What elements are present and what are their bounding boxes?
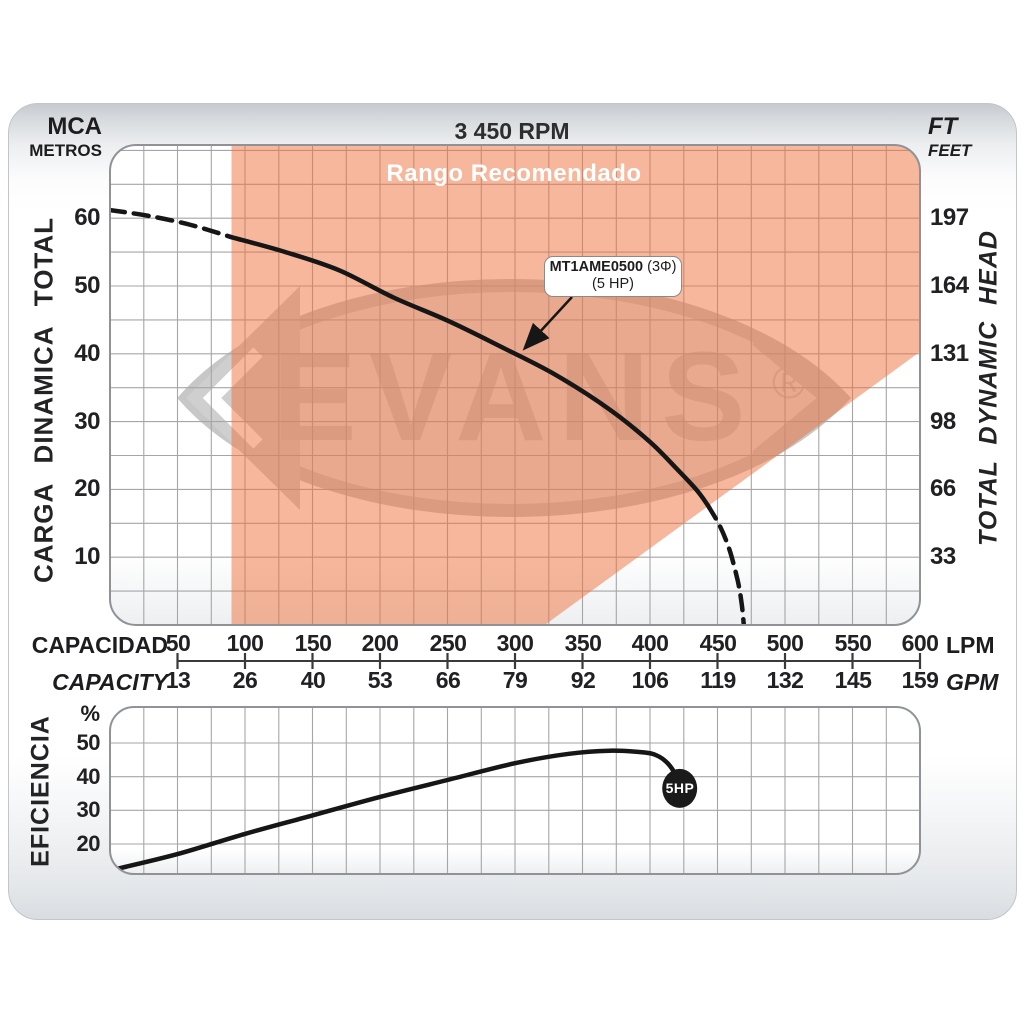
pump-model-callout: MT1AME0500 (3Φ) (5 HP) (544, 256, 682, 297)
right-axis-unit-feet: FEET (928, 141, 972, 160)
efficiency-curve (113, 748, 682, 872)
capacity-gpm-tick-label: 26 (232, 667, 258, 693)
capacity-gpm-tick-label: 79 (502, 667, 528, 693)
capacity-gpm-tick-label: 145 (834, 667, 872, 693)
rpm-title: 3 450 RPM (454, 118, 570, 144)
recommended-range-label: Rango Recomendado (386, 160, 642, 187)
left-axis-unit-metros: METROS (29, 141, 102, 160)
pump-model-number: MT1AME0500 (549, 259, 644, 275)
capacity-axis-label-es: CAPACIDAD (31, 632, 168, 658)
capacity-lpm-tick-label: 300 (496, 630, 534, 656)
capacity-lpm-tick-label: 350 (564, 630, 602, 656)
efficiency-tick-label: 40 (76, 764, 101, 789)
head-right-tick-label: 197 (930, 204, 969, 231)
efficiency-axis-unit-percent: % (80, 701, 100, 726)
capacity-lpm-tick-label: 550 (834, 630, 872, 656)
capacity-axis-unit-lpm: LPM (946, 632, 995, 658)
pump-model-line: MT1AME0500 (3Φ) (545, 259, 681, 276)
capacity-axis-ruler (176, 653, 922, 669)
head-left-tick-label: 30 (74, 408, 100, 435)
efficiency-plot-border (109, 706, 921, 875)
head-left-tick-label: 10 (74, 543, 100, 570)
capacity-lpm-tick-label: 50 (165, 630, 191, 656)
head-left-tick-label: 50 (74, 272, 100, 299)
head-curve-solid (229, 234, 711, 508)
capacity-gpm-tick-label: 132 (766, 667, 804, 693)
capacity-gpm-tick-label: 13 (165, 667, 191, 693)
capacity-lpm-tick-label: 400 (631, 630, 669, 656)
head-right-tick-label: 164 (930, 272, 969, 299)
left-axis-unit-mca: MCA (47, 113, 102, 140)
head-plot-border (109, 144, 921, 626)
pump-phase: (3Φ) (647, 259, 677, 275)
pump-label-leader-arrow (522, 296, 573, 351)
efficiency-endpoint-marker (662, 768, 698, 808)
capacity-gpm-tick-label: 40 (300, 667, 326, 693)
capacity-gpm-tick-label: 53 (367, 667, 393, 693)
capacity-axis-label-en: CAPACITY (52, 669, 168, 695)
efficiency-tick-label: 50 (76, 730, 101, 755)
capacity-lpm-tick-label: 200 (361, 630, 399, 656)
efficiency-tick-label: 20 (76, 831, 101, 856)
head-right-tick-label: 66 (930, 475, 956, 502)
head-curve-dashed-right (705, 503, 747, 625)
capacity-gpm-tick-label: 119 (700, 667, 736, 693)
capacity-lpm-tick-label: 500 (766, 630, 804, 656)
capacity-lpm-tick-label: 250 (429, 630, 467, 656)
head-left-tick-label: 40 (74, 340, 100, 367)
capacity-gpm-tick-label: 159 (901, 667, 939, 693)
capacity-gpm-tick-label: 106 (631, 667, 669, 693)
capacity-gpm-tick-label: 92 (570, 667, 596, 693)
capacity-lpm-tick-label: 100 (226, 630, 264, 656)
pump-power: (5 HP) (592, 276, 634, 292)
capacity-lpm-tick-label: 600 (901, 630, 939, 656)
head-left-tick-label: 20 (74, 475, 100, 502)
right-axis-unit-ft: FT (928, 113, 958, 140)
efficiency-tick-label: 30 (76, 797, 101, 822)
capacity-lpm-tick-label: 450 (699, 630, 737, 656)
head-right-tick-label: 98 (930, 408, 956, 435)
capacity-lpm-tick-label: 150 (294, 630, 332, 656)
head-right-tick-label: 131 (930, 340, 969, 367)
capacity-axis-unit-gpm: GPM (946, 669, 999, 695)
head-curve-dashed-left (110, 207, 234, 240)
capacity-gpm-tick-label: 66 (435, 667, 461, 693)
head-left-tick-label: 60 (74, 204, 100, 231)
head-right-tick-label: 33 (930, 543, 956, 570)
efficiency-endpoint-marker-label: 5HP (665, 780, 695, 796)
